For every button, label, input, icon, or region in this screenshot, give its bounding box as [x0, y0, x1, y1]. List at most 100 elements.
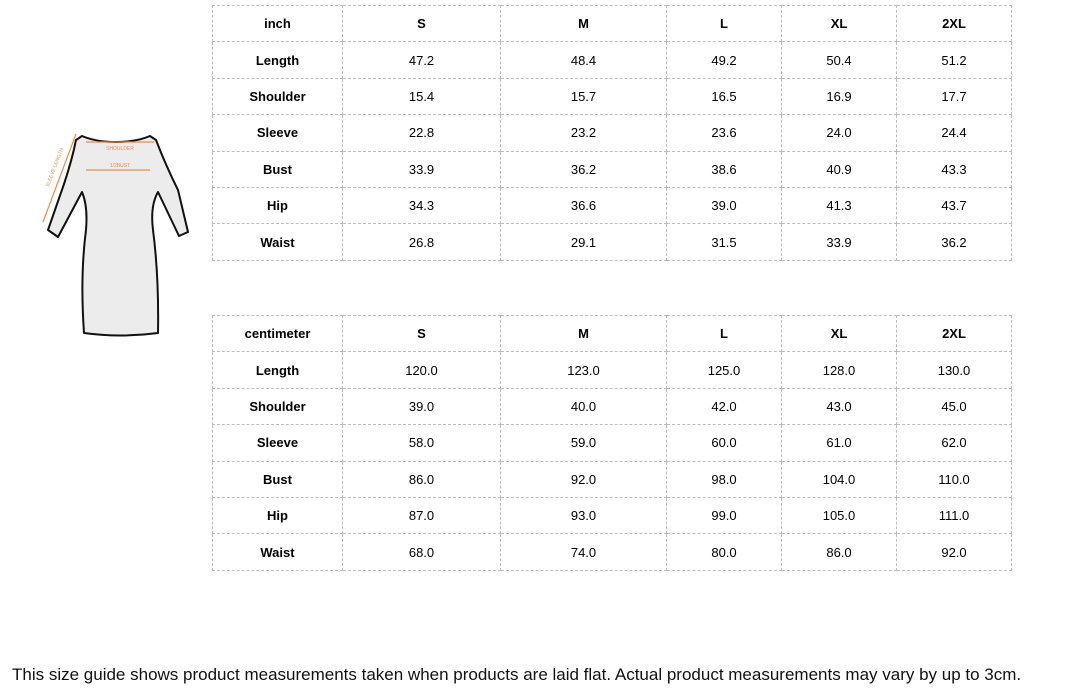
table-row: Hip 34.3 36.6 39.0 41.3 43.7 [212, 186, 1012, 225]
table-cell: 43.0 [781, 387, 897, 426]
table-cell: 39.0 [666, 186, 782, 225]
table-cell: 38.6 [666, 150, 782, 188]
table-cell: 61.0 [781, 424, 897, 462]
table-row: Bust 86.0 92.0 98.0 104.0 110.0 [212, 460, 1012, 498]
table-cell: 24.0 [781, 114, 897, 152]
table-cell: 29.1 [500, 223, 667, 261]
table-row: Waist 26.8 29.1 31.5 33.9 36.2 [212, 223, 1012, 261]
table-cell: 130.0 [896, 351, 1012, 389]
table-row: Length 120.0 123.0 125.0 128.0 130.0 [212, 351, 1012, 389]
column-header: centimeter [212, 314, 343, 353]
column-header: M [500, 4, 667, 43]
row-label: Bust [212, 460, 343, 498]
column-header: L [666, 314, 782, 353]
table-row: Hip 87.0 93.0 99.0 105.0 111.0 [212, 496, 1012, 535]
table-cell: 42.0 [666, 387, 782, 426]
row-label: Sleeve [212, 114, 343, 152]
row-label: Waist [212, 223, 343, 261]
table-cell: 99.0 [666, 496, 782, 535]
table-cell: 15.4 [342, 77, 501, 116]
column-header: XL [781, 4, 897, 43]
table-cell: 23.6 [666, 114, 782, 152]
dress-illustration: SHOULDER 1/2BUST SLEEVE LENGTH [42, 133, 189, 337]
table-cell: 17.7 [896, 77, 1012, 116]
table-cell: 47.2 [342, 41, 501, 79]
row-label: Waist [212, 533, 343, 571]
row-label: Shoulder [212, 77, 343, 116]
table-cell: 16.9 [781, 77, 897, 116]
table-cell: 43.3 [896, 150, 1012, 188]
table-row: Length 47.2 48.4 49.2 50.4 51.2 [212, 41, 1012, 79]
column-header: 2XL [896, 314, 1012, 353]
table-header-row: centimeter S M L XL 2XL [212, 314, 1012, 353]
table-row: Sleeve 58.0 59.0 60.0 61.0 62.0 [212, 424, 1012, 462]
table-cell: 24.4 [896, 114, 1012, 152]
table-cell: 49.2 [666, 41, 782, 79]
size-guide-note: This size guide shows product measuremen… [12, 665, 1022, 684]
table-cell: 31.5 [666, 223, 782, 261]
column-header: S [342, 4, 501, 43]
table-cell: 26.8 [342, 223, 501, 261]
table-row: Bust 33.9 36.2 38.6 40.9 43.3 [212, 150, 1012, 188]
table-cell: 40.9 [781, 150, 897, 188]
table-cell: 98.0 [666, 460, 782, 498]
size-table-centimeter: centimeter S M L XL 2XL Length 120.0 123.0 125.0 1… [212, 314, 1012, 571]
table-cell: 86.0 [781, 533, 897, 571]
table-cell: 40.0 [500, 387, 667, 426]
table-cell: 36.2 [500, 150, 667, 188]
table-cell: 120.0 [342, 351, 501, 389]
table-header-row: inch S M L XL 2XL [212, 4, 1012, 43]
row-label: Shoulder [212, 387, 343, 426]
table-cell: 128.0 [781, 351, 897, 389]
table-cell: 92.0 [500, 460, 667, 498]
table-cell: 33.9 [781, 223, 897, 261]
table-cell: 123.0 [500, 351, 667, 389]
table-cell: 105.0 [781, 496, 897, 535]
table-cell: 43.7 [896, 186, 1012, 225]
table-cell: 22.8 [342, 114, 501, 152]
row-label: Length [212, 351, 343, 389]
table-cell: 48.4 [500, 41, 667, 79]
table-cell: 45.0 [896, 387, 1012, 426]
table-cell: 87.0 [342, 496, 501, 535]
table-cell: 16.5 [666, 77, 782, 116]
column-header: S [342, 314, 501, 353]
table-cell: 36.2 [896, 223, 1012, 261]
table-cell: 86.0 [342, 460, 501, 498]
table-cell: 110.0 [896, 460, 1012, 498]
table-cell: 80.0 [666, 533, 782, 571]
table-cell: 104.0 [781, 460, 897, 498]
table-cell: 34.3 [342, 186, 501, 225]
table-cell: 60.0 [666, 424, 782, 462]
table-row: Shoulder 15.4 15.7 16.5 16.9 17.7 [212, 77, 1012, 116]
row-label: Hip [212, 496, 343, 535]
sleeve-label: SLEEVE LENGTH [45, 147, 65, 188]
column-header: XL [781, 314, 897, 353]
table-cell: 58.0 [342, 424, 501, 462]
table-row: Waist 68.0 74.0 80.0 86.0 92.0 [212, 533, 1012, 571]
column-header: inch [212, 4, 343, 43]
table-cell: 68.0 [342, 533, 501, 571]
row-label: Bust [212, 150, 343, 188]
row-label: Length [212, 41, 343, 79]
row-label: Sleeve [212, 424, 343, 462]
table-cell: 111.0 [896, 496, 1012, 535]
column-header: M [500, 314, 667, 353]
table-cell: 74.0 [500, 533, 667, 571]
table-cell: 59.0 [500, 424, 667, 462]
table-row: Shoulder 39.0 40.0 42.0 43.0 45.0 [212, 387, 1012, 426]
table-cell: 92.0 [896, 533, 1012, 571]
table-cell: 93.0 [500, 496, 667, 535]
bust-label: 1/2BUST [110, 163, 130, 169]
table-row: Sleeve 22.8 23.2 23.6 24.0 24.4 [212, 114, 1012, 152]
table-cell: 39.0 [342, 387, 501, 426]
table-cell: 50.4 [781, 41, 897, 79]
column-header: 2XL [896, 4, 1012, 43]
dress-outline [47, 135, 189, 337]
table-cell: 41.3 [781, 186, 897, 225]
column-header: L [666, 4, 782, 43]
shoulder-label: SHOULDER [106, 146, 134, 152]
size-table-inch: inch S M L XL 2XL Length 47.2 48.4 49.2 50.4 51.2 Sh… [212, 4, 1012, 261]
row-label: Hip [212, 186, 343, 225]
table-cell: 51.2 [896, 41, 1012, 79]
